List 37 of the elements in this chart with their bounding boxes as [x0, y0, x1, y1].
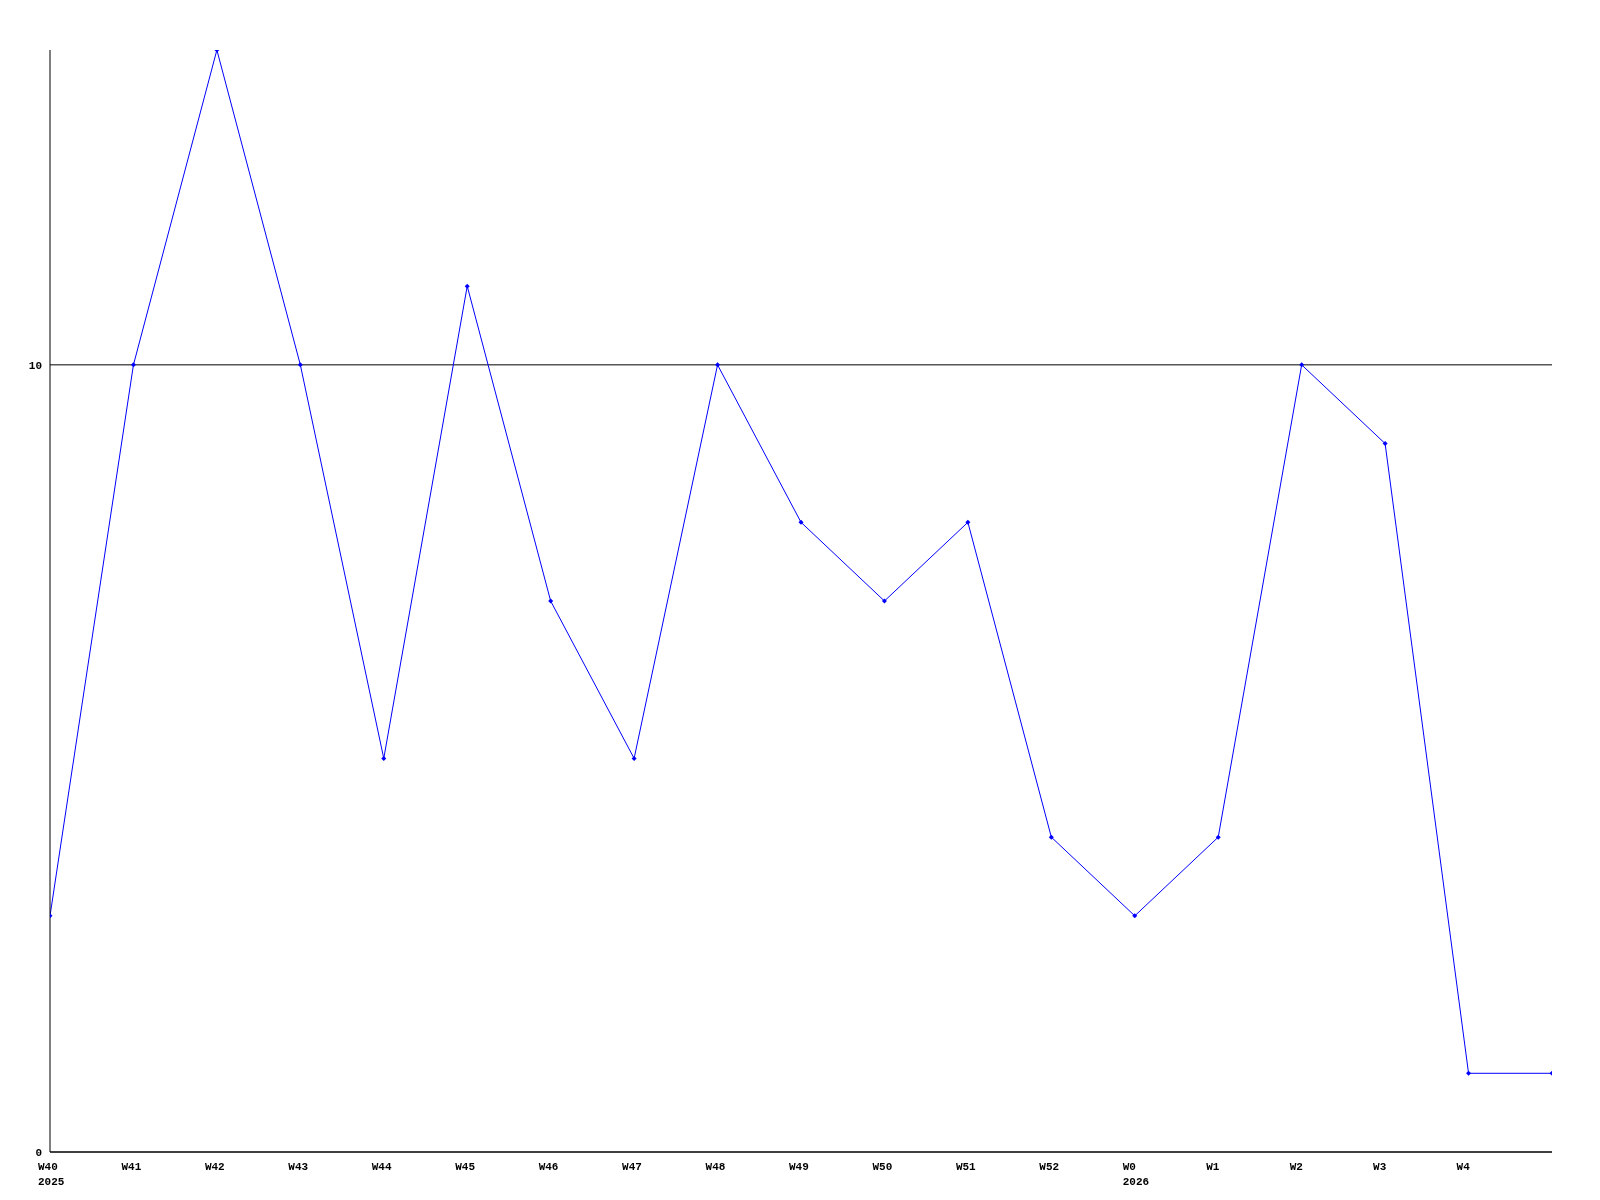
x-tick-label: W2 [1289, 1161, 1303, 1173]
point [715, 362, 721, 368]
x-tick-label: W43 [288, 1161, 309, 1173]
x-tick-label: W42 [204, 1161, 225, 1173]
point [1132, 913, 1138, 919]
point [548, 598, 554, 604]
x-tick-label: W49 [789, 1161, 809, 1173]
point [130, 362, 136, 368]
point [297, 362, 303, 368]
x-tick-label: W0 2026 [1122, 1161, 1150, 1188]
point [965, 519, 971, 525]
point [381, 755, 387, 761]
point [1215, 834, 1221, 840]
point [1048, 834, 1054, 840]
y-tick-label: 10 [28, 359, 42, 372]
x-tick-label: W45 [455, 1161, 476, 1173]
x-tick-label: W44 [371, 1161, 392, 1173]
x-tick-label: W50 [872, 1161, 893, 1173]
y-tick-label: 0 [35, 1146, 42, 1159]
x-tick-label: W41 [121, 1161, 142, 1173]
x-tick-label: W4 [1456, 1161, 1471, 1173]
x-tick-label: W52 [1039, 1161, 1060, 1173]
point [1299, 362, 1305, 368]
x-tick-label: W3 [1373, 1161, 1387, 1173]
x-tick-label: W40 2025 [38, 1161, 65, 1188]
x-tick-label: W48 [705, 1161, 726, 1173]
point [1382, 441, 1388, 447]
point [881, 598, 887, 604]
point [631, 755, 637, 761]
x-tick-label: W1 [1206, 1161, 1220, 1173]
x-tick-label: W47 [622, 1161, 642, 1173]
x-tick-label: W51 [955, 1161, 977, 1173]
x-tick-label: W46 [538, 1161, 559, 1173]
point [464, 283, 470, 289]
point [798, 519, 804, 525]
point [1466, 1070, 1472, 1076]
line-series [50, 50, 1552, 1076]
